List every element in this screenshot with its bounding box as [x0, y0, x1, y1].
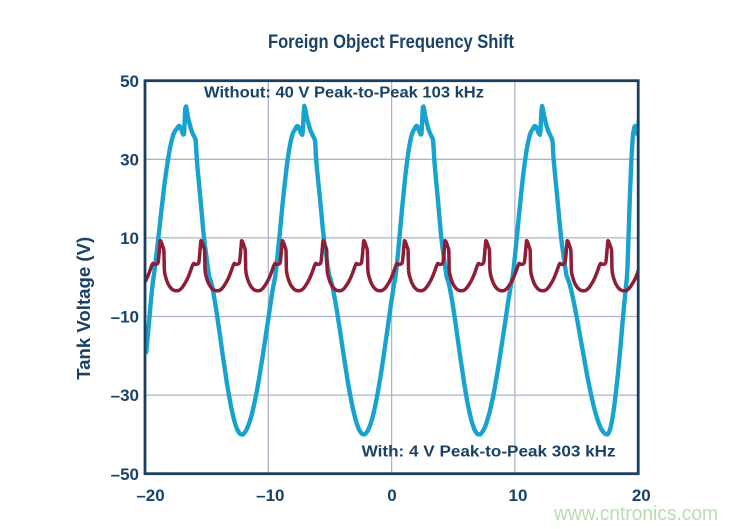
svg-text:30: 30 [120, 150, 139, 169]
svg-text:www.cntronics.com: www.cntronics.com [553, 503, 718, 525]
svg-text:With: 4 V Peak-to-Peak 303 kHz: With: 4 V Peak-to-Peak 303 kHz [362, 444, 616, 461]
svg-text:–50: –50 [111, 465, 139, 484]
svg-text:–10: –10 [111, 308, 139, 327]
svg-text:–30: –30 [111, 386, 139, 405]
svg-text:20: 20 [632, 486, 651, 505]
svg-text:10: 10 [120, 229, 139, 248]
svg-text:Without: 40 V Peak-to-Peak 103: Without: 40 V Peak-to-Peak 103 kHz [204, 85, 484, 102]
svg-text:–10: –10 [256, 486, 284, 505]
svg-text:Foreign Object Frequency Shift: Foreign Object Frequency Shift [268, 32, 515, 53]
svg-text:10: 10 [509, 486, 528, 505]
svg-text:–20: –20 [136, 486, 164, 505]
svg-text:Tank Voltage (V): Tank Voltage (V) [74, 237, 94, 380]
svg-text:50: 50 [120, 72, 139, 91]
svg-text:0: 0 [387, 486, 396, 505]
